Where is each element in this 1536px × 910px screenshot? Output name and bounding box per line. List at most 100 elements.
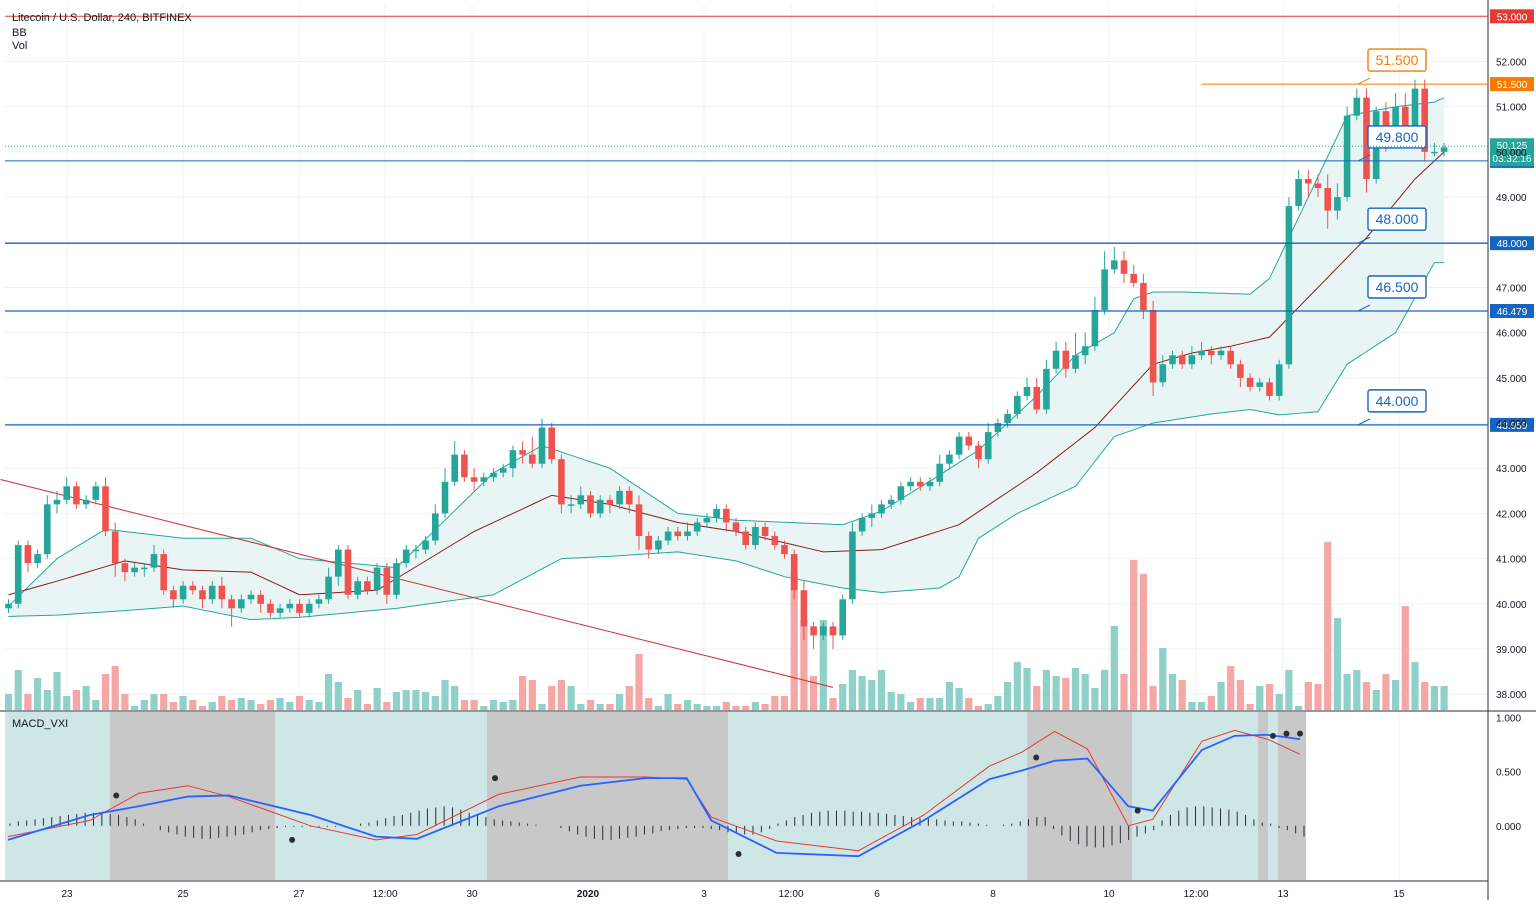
x-tick-label: 12:00: [1183, 889, 1208, 900]
candle-body: [645, 536, 652, 550]
callout-text: 49.800: [1376, 129, 1419, 145]
volume-bar: [1324, 542, 1332, 710]
candle-body: [1217, 350, 1225, 356]
callout-pointer: [1357, 77, 1371, 85]
volume-bar: [266, 700, 274, 710]
level-axis-bg: [1490, 236, 1534, 251]
level-axis-text: 53.000: [1497, 12, 1528, 23]
volume-bar: [1004, 682, 1012, 710]
macd-phase-shade: [1132, 712, 1258, 880]
volume-bars: [4, 542, 1448, 710]
volume-bar: [606, 704, 614, 710]
candle-body: [1285, 206, 1293, 365]
candle-body: [1227, 350, 1234, 365]
volume-bar: [354, 690, 362, 710]
volume-bar: [1110, 626, 1118, 710]
volume-bar: [877, 670, 886, 710]
candle-body: [596, 499, 604, 514]
candle-body: [567, 504, 575, 506]
macd-phase-shade: [1278, 712, 1306, 880]
candle-body: [955, 436, 963, 455]
volume-bar: [1081, 674, 1089, 710]
volume-bar: [247, 700, 255, 710]
volume-bar: [334, 682, 342, 710]
candle-body: [878, 504, 885, 514]
volume-bar: [111, 666, 119, 710]
candle-body: [713, 508, 720, 518]
bb-legend: BB: [12, 27, 27, 39]
price-axis: 38.000 39.000 40.000 41.000 42.000 43.000 44.0…: [1496, 57, 1527, 701]
chart-title: Litecoin / U.S. Dollar, 240, BITFINEX: [12, 12, 192, 24]
cross-marker: [1297, 730, 1303, 737]
candle-body: [490, 472, 497, 478]
volume-bar: [237, 698, 245, 710]
volume-bar: [800, 620, 808, 710]
candle-body: [839, 599, 846, 636]
volume-bar: [150, 694, 158, 710]
volume-bar: [771, 696, 779, 710]
candle-body: [655, 540, 662, 550]
volume-bar: [82, 686, 90, 710]
candle-body: [1295, 178, 1302, 207]
macd-phase-shade: [487, 712, 728, 880]
candle-body: [1246, 377, 1254, 387]
volume-bar: [1362, 682, 1371, 710]
y-tick-label: 44.000: [1496, 419, 1527, 430]
level-axis-bg: [1490, 303, 1534, 318]
candle-body: [1004, 413, 1011, 424]
volume-bar: [1285, 670, 1293, 710]
candle-body: [402, 549, 410, 564]
volume-bar: [780, 696, 789, 710]
volume-bar: [4, 694, 13, 710]
bb-lower-line: [8, 262, 1445, 621]
y-tick-label: 46.000: [1496, 329, 1527, 340]
symbol-title: Litecoin / U.S. Dollar, 240, BITFINEX: [12, 12, 192, 24]
candle-body: [82, 499, 90, 505]
y-tick-label: 43.000: [1496, 464, 1527, 475]
candle-body: [752, 526, 759, 546]
volume-bar: [489, 700, 498, 710]
candle-body: [664, 531, 672, 541]
candle-body: [868, 513, 876, 518]
descending-trendline: [0, 479, 834, 688]
candle-body: [693, 522, 701, 532]
candle-body: [1256, 382, 1264, 387]
volume-bar: [1314, 684, 1322, 710]
volume-bar: [1343, 674, 1351, 710]
volume-bar: [218, 696, 226, 710]
volume-bar: [1265, 684, 1274, 710]
candle-body: [238, 599, 245, 609]
candle-body: [858, 517, 866, 532]
callout-pointer: [1357, 236, 1371, 244]
y-tick-label: 39.000: [1496, 645, 1527, 656]
candle-body: [810, 626, 817, 636]
volume-bar: [14, 670, 22, 710]
volume-bar: [916, 698, 924, 710]
y-tick-label: 38.000: [1496, 690, 1527, 701]
candle-body: [276, 608, 284, 613]
level-axis-label: 51.500: [1490, 77, 1534, 92]
volume-bar: [994, 696, 1002, 710]
callout-text: 44.000: [1376, 393, 1419, 409]
macd-y-tick: 0.500: [1496, 768, 1521, 779]
macd-phase-shade: [728, 712, 1027, 880]
volume-bar: [169, 702, 177, 710]
candle-body: [1237, 364, 1244, 378]
volume-bar: [810, 676, 818, 710]
level-axis-label: 43.959: [1490, 417, 1534, 432]
volume-bar: [1130, 560, 1138, 710]
candle-body: [170, 590, 177, 600]
candle-body: [548, 427, 555, 460]
volume-bar: [858, 676, 866, 710]
volume-bar: [984, 704, 992, 710]
x-tick-label: 27: [293, 889, 305, 900]
cross-marker: [492, 775, 499, 782]
candle-body: [1014, 395, 1021, 414]
volume-bar: [315, 702, 323, 710]
cross-marker: [113, 792, 120, 799]
candle-body: [509, 450, 517, 469]
x-tick-label: 23: [61, 889, 73, 900]
volume-bar: [499, 702, 507, 710]
candle-body: [286, 603, 294, 609]
candle-body: [771, 536, 779, 546]
